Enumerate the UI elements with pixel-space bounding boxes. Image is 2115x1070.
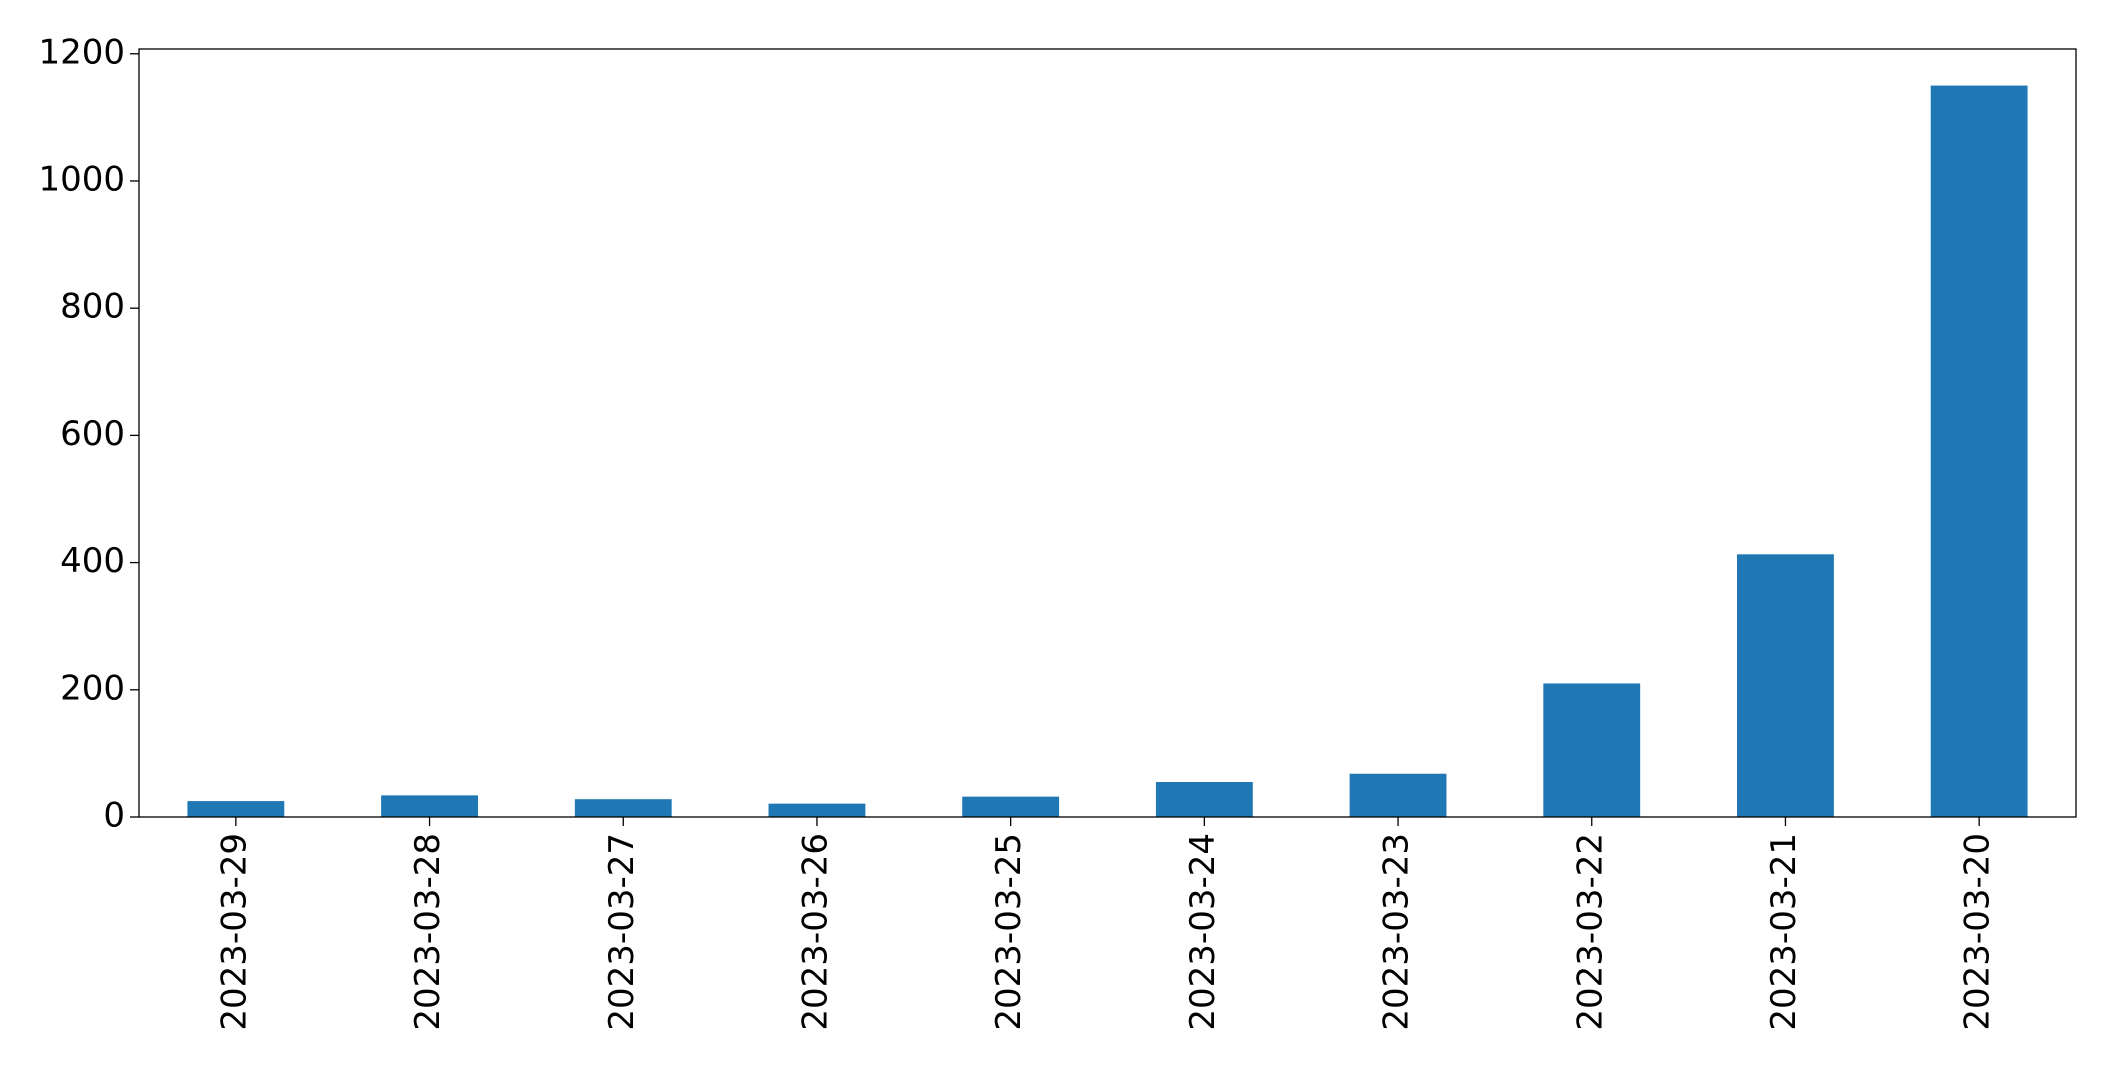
bar xyxy=(1349,773,1447,817)
x-tick-label: 2023-03-23 xyxy=(1377,833,1417,1031)
bar xyxy=(1543,683,1641,817)
y-tick-label: 800 xyxy=(60,287,125,327)
x-tick-label: 2023-03-20 xyxy=(1958,833,1998,1031)
x-tick-label: 2023-03-27 xyxy=(602,833,642,1031)
y-tick-label: 0 xyxy=(103,796,125,836)
bar xyxy=(381,795,478,817)
x-tick-label: 2023-03-24 xyxy=(1183,833,1223,1031)
y-tick-label: 600 xyxy=(60,414,125,454)
x-tick-label: 2023-03-28 xyxy=(408,833,448,1031)
bar xyxy=(768,803,866,817)
y-tick-label: 1200 xyxy=(38,32,125,72)
plot-frame xyxy=(138,48,2077,818)
bar xyxy=(1155,782,1253,817)
x-tick-label: 2023-03-22 xyxy=(1570,833,1610,1031)
x-tick-label: 2023-03-26 xyxy=(795,833,835,1031)
x-tick-label: 2023-03-29 xyxy=(214,833,254,1031)
bar xyxy=(187,801,285,817)
x-tick-label: 2023-03-25 xyxy=(989,833,1029,1031)
bar xyxy=(574,799,672,817)
y-tick-label: 200 xyxy=(60,668,125,708)
x-tick-label: 2023-03-21 xyxy=(1764,833,1804,1031)
y-tick-label: 400 xyxy=(60,541,125,581)
bar xyxy=(1930,85,2028,818)
y-tick-label: 1000 xyxy=(38,159,125,199)
bar xyxy=(1737,554,1834,817)
bar xyxy=(962,796,1060,817)
